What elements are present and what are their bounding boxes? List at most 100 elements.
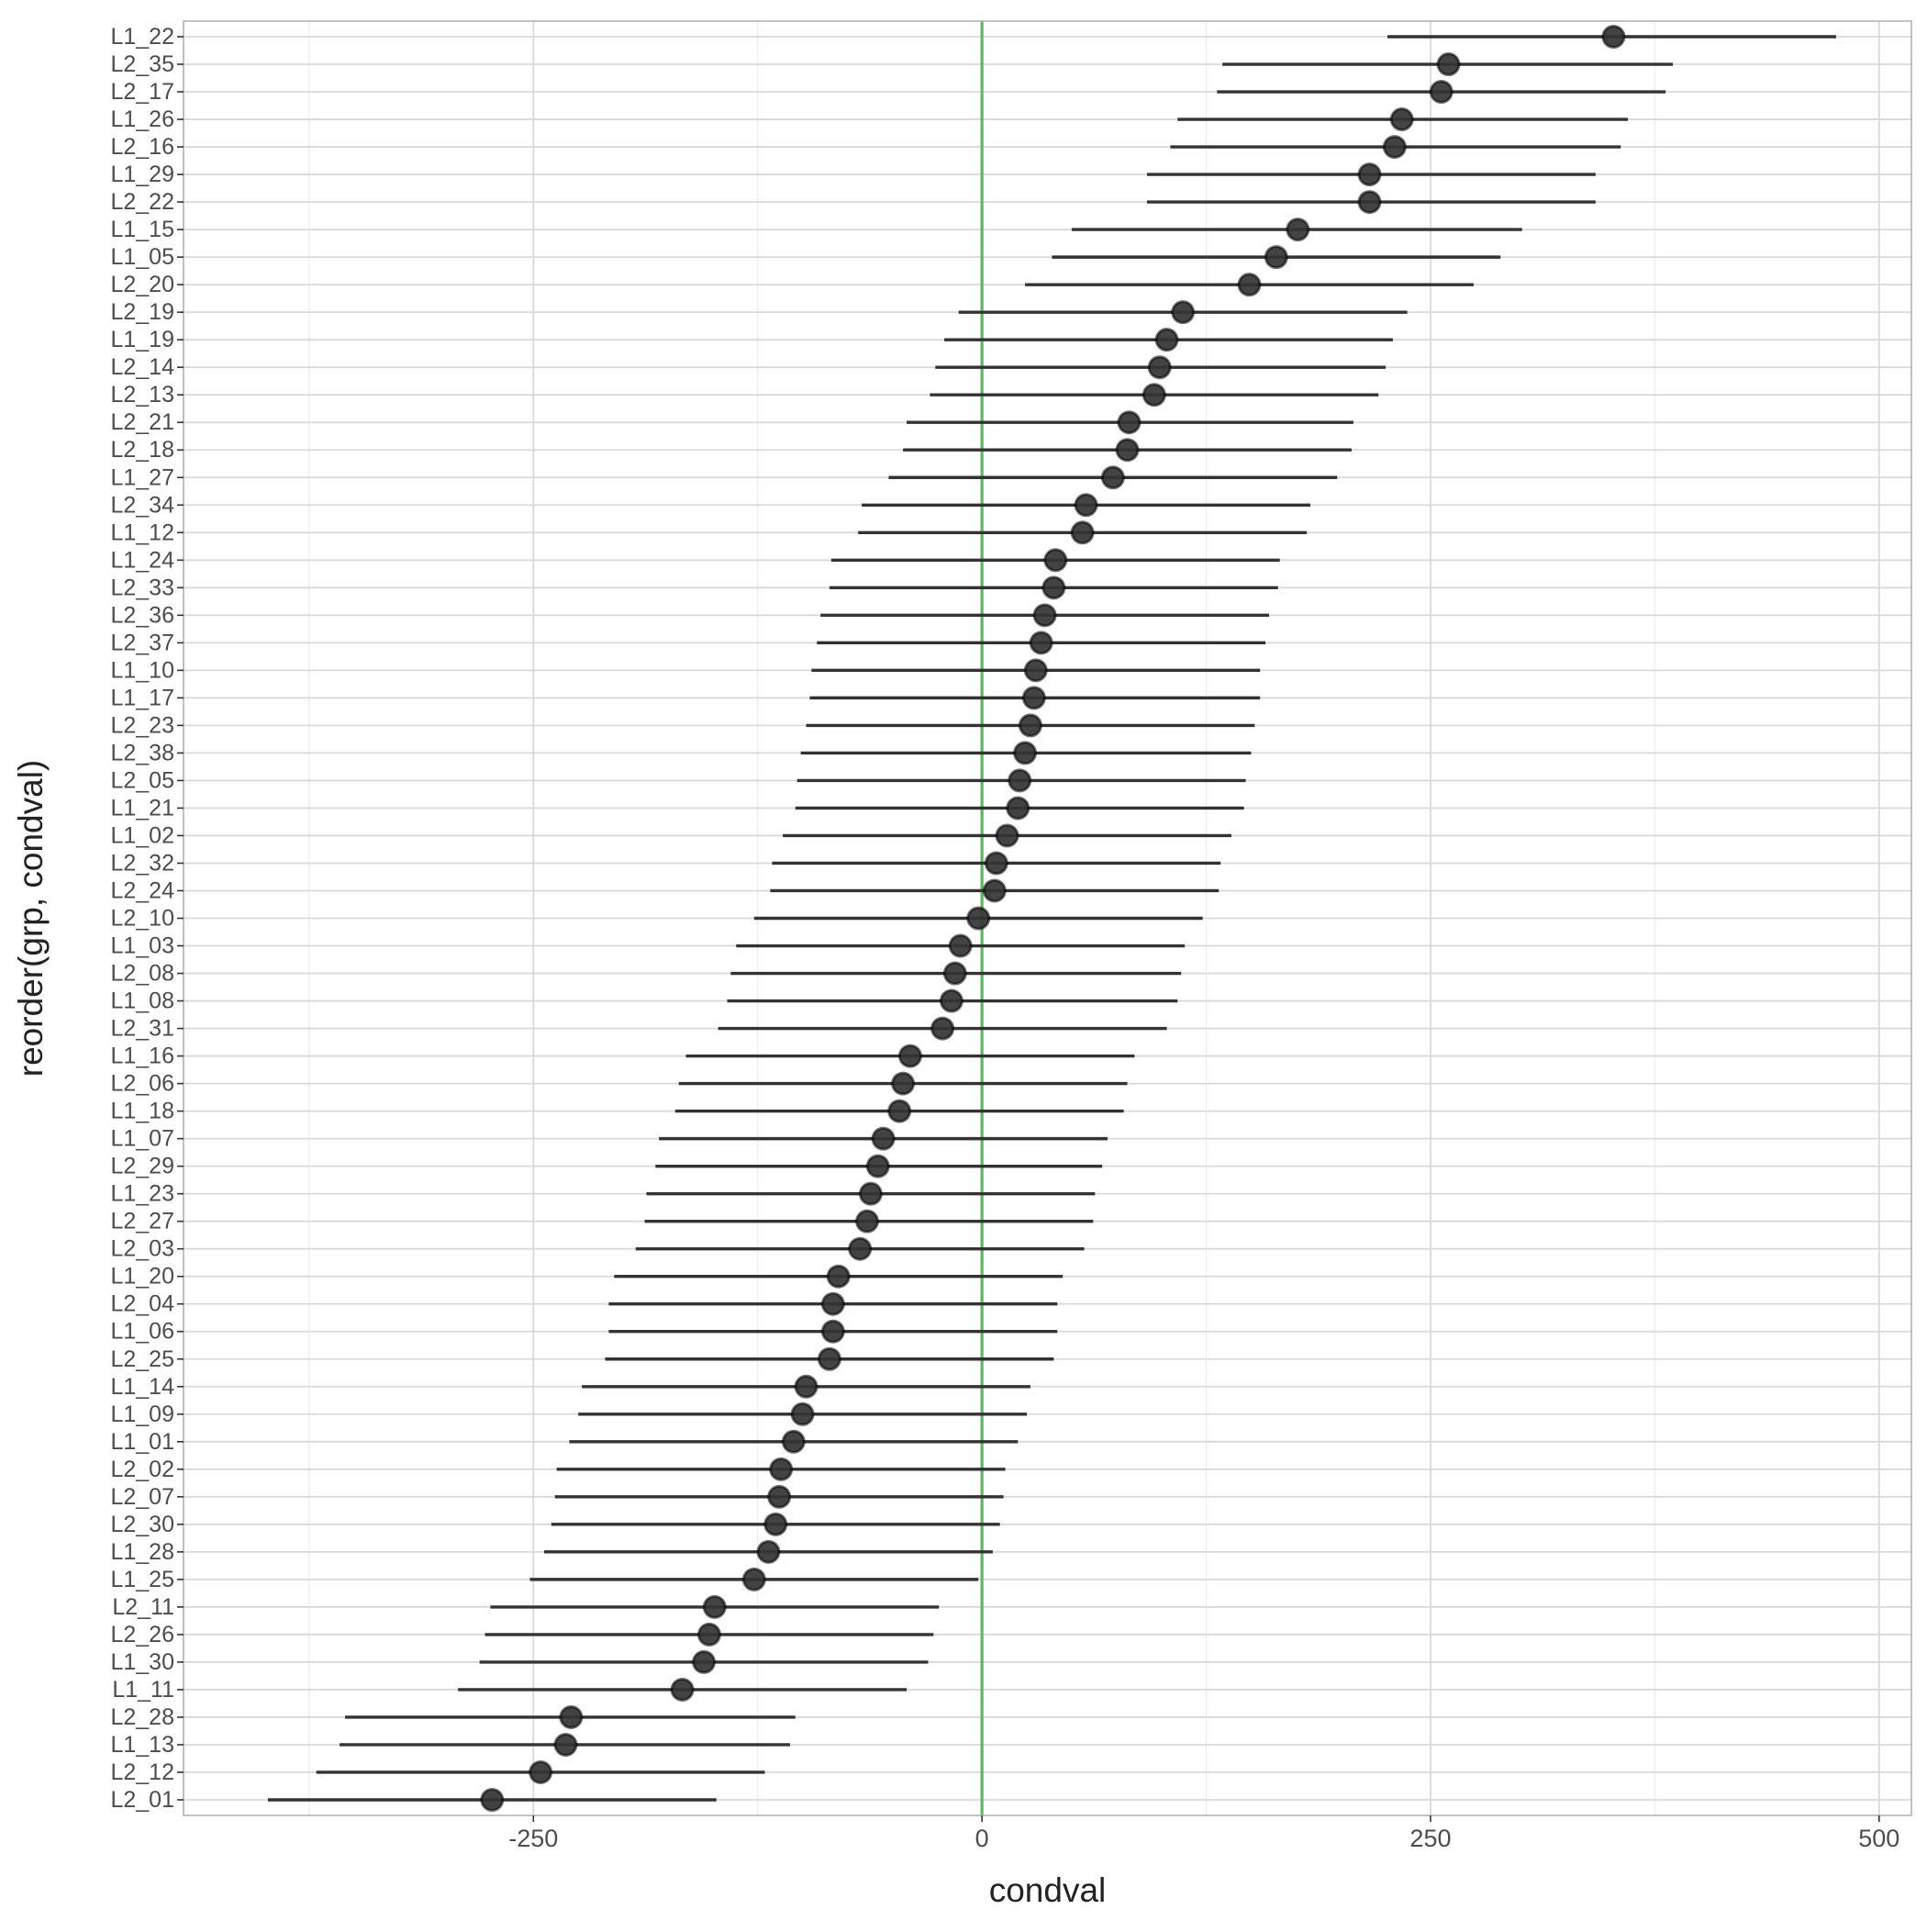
point-L1_01 (781, 1429, 806, 1454)
point-layer (480, 25, 1626, 1812)
y-tick-label-L2_16: L2_16 (110, 134, 174, 160)
y-tick-label-L1_26: L1_26 (110, 106, 174, 132)
y-tick-label-L2_19: L2_19 (110, 299, 174, 325)
y-tick-label-L2_12: L2_12 (110, 1759, 174, 1785)
y-tick-label-L2_32: L2_32 (110, 850, 174, 876)
point-L2_25 (817, 1346, 841, 1371)
y-tick-label-L2_25: L2_25 (110, 1346, 174, 1372)
point-L2_26 (696, 1622, 721, 1647)
point-L2_10 (966, 906, 991, 931)
point-L2_36 (1032, 603, 1057, 628)
point-L2_08 (942, 961, 967, 986)
point-L2_02 (769, 1457, 794, 1481)
y-tick-label-L2_22: L2_22 (110, 189, 174, 215)
y-tick-label-L1_05: L1_05 (110, 244, 174, 270)
y-tick-label-L2_05: L2_05 (110, 767, 174, 793)
y-tick-label-L1_15: L1_15 (110, 217, 174, 242)
y-tick-label-L2_06: L2_06 (110, 1071, 174, 1097)
point-L1_21 (1006, 796, 1030, 821)
point-L1_07 (871, 1126, 896, 1151)
y-tick-label-L2_03: L2_03 (110, 1236, 174, 1262)
y-tick-label-L2_30: L2_30 (110, 1512, 174, 1537)
y-tick-label-L2_18: L2_18 (110, 437, 174, 463)
y-axis-title: reorder(grp, condval) (12, 760, 50, 1077)
y-tick-label-L2_04: L2_04 (110, 1291, 174, 1317)
point-L2_13 (1142, 383, 1166, 408)
y-tick-label-L2_13: L2_13 (110, 382, 174, 408)
y-tick-label-L1_14: L1_14 (110, 1374, 174, 1400)
point-L1_16 (897, 1044, 922, 1068)
point-L2_31 (930, 1016, 955, 1041)
x-tick-labels: -250 0 250 500 (508, 1815, 1899, 1852)
x-tick-label: 0 (975, 1825, 989, 1852)
point-L1_20 (826, 1264, 851, 1289)
point-L2_21 (1117, 410, 1142, 435)
point-L2_18 (1115, 438, 1140, 463)
y-tick-label-L1_18: L1_18 (110, 1099, 174, 1124)
point-L2_27 (854, 1209, 879, 1234)
point-L2_04 (820, 1291, 845, 1316)
y-tick-label-L2_29: L2_29 (110, 1154, 174, 1179)
y-tick-label-L2_10: L2_10 (110, 906, 174, 932)
y-tick-label-L1_29: L1_29 (110, 162, 174, 187)
point-L2_20 (1237, 273, 1262, 297)
y-tick-label-L2_21: L2_21 (110, 409, 174, 435)
point-L2_32 (984, 851, 1008, 876)
y-tick-label-L1_09: L1_09 (110, 1402, 174, 1427)
point-L2_07 (767, 1484, 792, 1509)
y-tick-label-L1_03: L1_03 (110, 933, 174, 959)
y-tick-label-L1_27: L1_27 (110, 464, 174, 490)
y-tick-label-L2_38: L2_38 (110, 740, 174, 765)
point-L1_09 (790, 1402, 815, 1426)
y-tick-label-L2_08: L2_08 (110, 961, 174, 987)
x-tick-label: 500 (1858, 1825, 1899, 1852)
point-L1_10 (1023, 658, 1048, 683)
y-tick-label-L1_23: L1_23 (110, 1181, 174, 1207)
y-tick-label-L1_19: L1_19 (110, 327, 174, 352)
y-tick-label-L2_37: L2_37 (110, 630, 174, 655)
point-L1_30 (692, 1649, 717, 1674)
point-L2_23 (1018, 713, 1042, 738)
point-L1_12 (1070, 520, 1095, 545)
point-L2_05 (1008, 768, 1032, 793)
y-tick-label-L1_28: L1_28 (110, 1539, 174, 1565)
y-tick-label-L2_31: L2_31 (110, 1016, 174, 1042)
point-L1_02 (995, 823, 1019, 848)
point-L2_06 (891, 1071, 916, 1096)
point-L1_17 (1021, 686, 1046, 710)
point-L1_06 (820, 1319, 845, 1344)
point-L2_14 (1147, 355, 1172, 380)
point-L2_35 (1436, 52, 1461, 77)
point-L2_03 (848, 1236, 873, 1261)
y-tick-label-L1_20: L1_20 (110, 1264, 174, 1290)
y-tick-label-L2_07: L2_07 (110, 1484, 174, 1510)
point-L1_24 (1043, 548, 1068, 573)
y-tick-label-L1_10: L1_10 (110, 657, 174, 683)
point-L2_37 (1029, 631, 1053, 655)
y-tick-label-L2_27: L2_27 (110, 1209, 174, 1234)
point-L1_28 (756, 1539, 781, 1564)
point-L2_34 (1074, 493, 1098, 518)
point-L2_33 (1041, 575, 1066, 600)
y-tick-label-L1_30: L1_30 (110, 1649, 174, 1675)
point-L1_19 (1154, 328, 1179, 352)
point-L1_26 (1389, 107, 1414, 132)
point-L2_28 (559, 1704, 584, 1729)
point-L2_12 (529, 1759, 553, 1784)
y-tick-label-L2_34: L2_34 (110, 492, 174, 518)
point-L2_38 (1013, 741, 1038, 765)
y-tick-label-L1_25: L1_25 (110, 1567, 174, 1592)
x-tick-label: -250 (508, 1825, 558, 1852)
y-tick-labels: L1_22L2_35L2_17L1_26L2_16L1_29L2_22L1_15… (110, 24, 184, 1813)
y-tick-label-L2_24: L2_24 (110, 877, 174, 903)
y-tick-label-L2_35: L2_35 (110, 51, 174, 77)
point-L1_27 (1100, 465, 1125, 490)
point-L2_29 (865, 1154, 890, 1178)
point-L1_08 (939, 988, 964, 1013)
point-L1_25 (741, 1567, 766, 1591)
y-tick-label-L2_26: L2_26 (110, 1622, 174, 1647)
y-tick-label-L2_36: L2_36 (110, 602, 174, 628)
